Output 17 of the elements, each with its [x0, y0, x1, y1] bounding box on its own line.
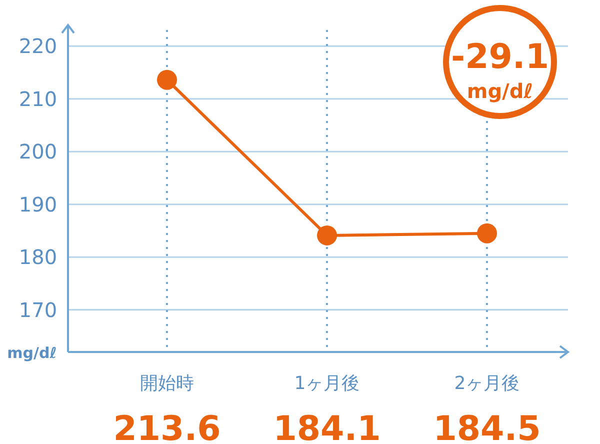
point — [477, 223, 497, 244]
y-axis-title: mg/dℓ — [7, 344, 57, 362]
annotation: -29.1 mg/dℓ — [451, 37, 549, 103]
data-label: 184.1 — [273, 409, 381, 444]
y-tick-label: 180 — [18, 245, 58, 270]
x-tick-label: 2ヶ月後 — [454, 373, 520, 394]
y-tick-label: 210 — [18, 86, 58, 111]
point — [317, 225, 337, 246]
y-tick-label: 200 — [18, 140, 58, 164]
y-tick-label: 170 — [18, 298, 58, 322]
x-tick-label: 開始時 — [140, 373, 194, 394]
data-label: 184.5 — [433, 409, 541, 444]
point — [157, 70, 177, 90]
y-tick-label: 190 — [18, 192, 58, 216]
data-label: 213.6 — [113, 409, 221, 444]
x-tick-label: 1ヶ月後 — [294, 373, 360, 394]
y-tick-label: 220 — [18, 34, 58, 58]
